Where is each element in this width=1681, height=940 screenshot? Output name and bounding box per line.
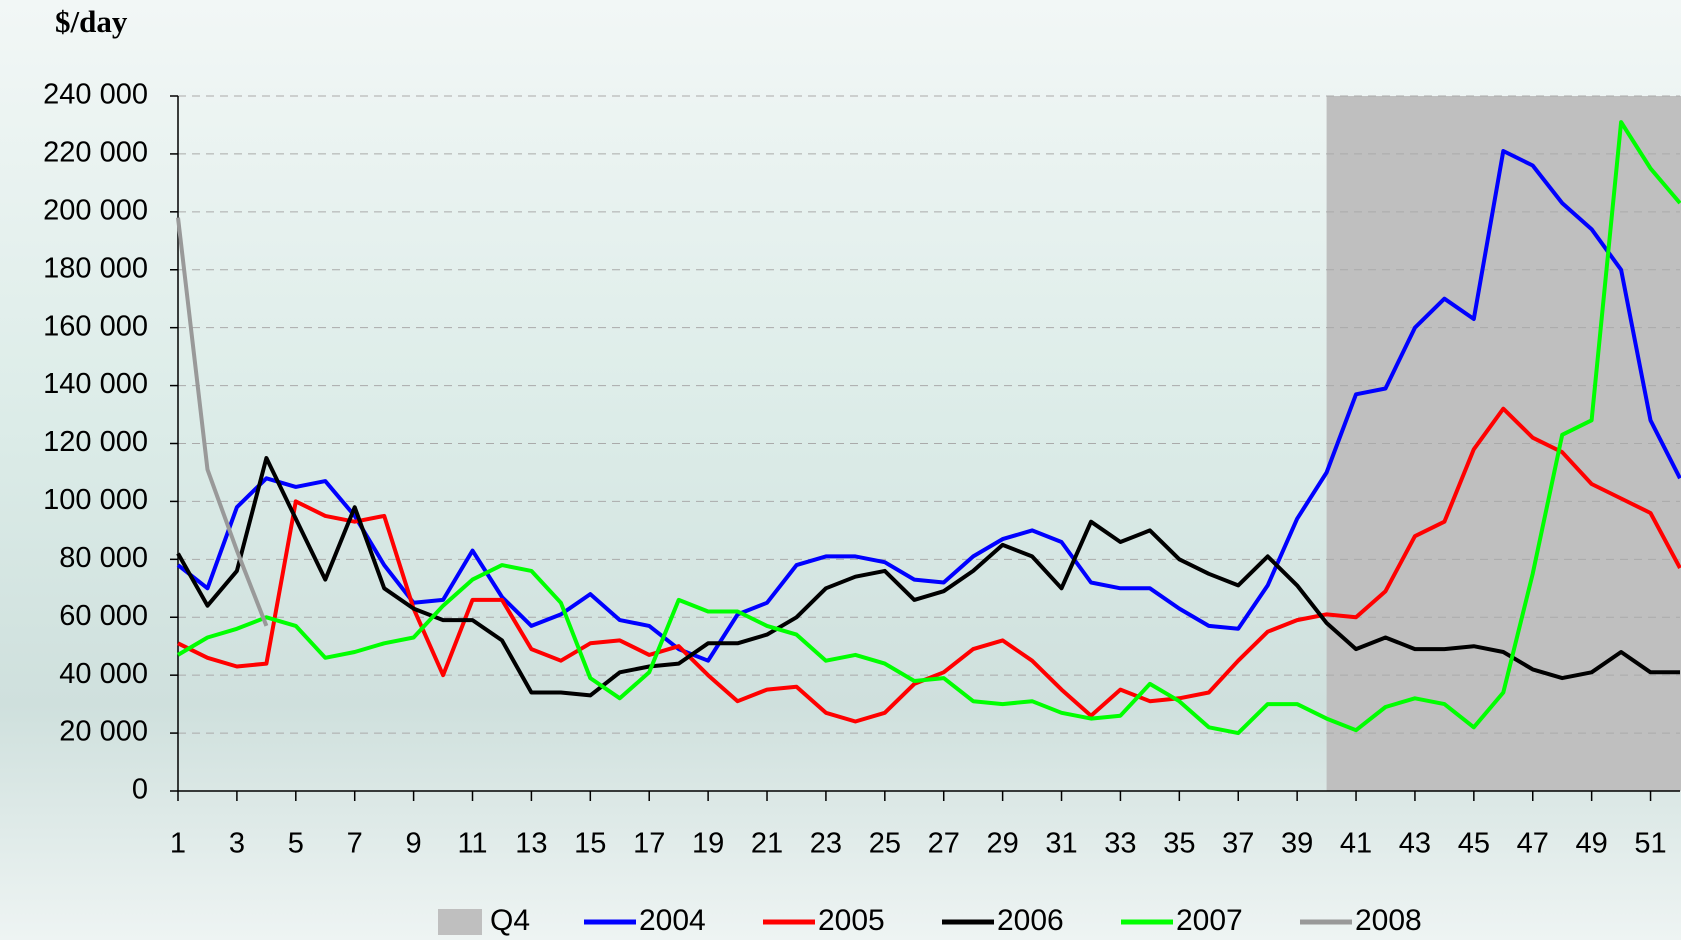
x-tick-label: 27 bbox=[928, 828, 960, 860]
legend-label: Q4 bbox=[490, 904, 530, 937]
y-tick-label: 140 000 bbox=[43, 368, 148, 400]
y-tick-label: 220 000 bbox=[43, 137, 148, 169]
x-tick-label: 47 bbox=[1517, 828, 1549, 860]
x-tick-label: 1 bbox=[170, 828, 186, 860]
x-tick-label: 21 bbox=[751, 828, 783, 860]
y-tick-label: 200 000 bbox=[43, 194, 148, 226]
x-tick-label: 13 bbox=[515, 828, 547, 860]
x-tick-label: 43 bbox=[1399, 828, 1431, 860]
x-tick-label: 5 bbox=[288, 828, 304, 860]
y-tick-label: 40 000 bbox=[59, 658, 148, 690]
x-tick-label: 25 bbox=[869, 828, 901, 860]
x-tick-label: 51 bbox=[1634, 828, 1666, 860]
y-tick-label: 180 000 bbox=[43, 252, 148, 284]
legend-label: 2005 bbox=[818, 904, 885, 937]
legend-label: 2006 bbox=[997, 904, 1064, 937]
series-line bbox=[176, 217, 269, 627]
series-line bbox=[176, 149, 1681, 663]
series-line bbox=[176, 120, 1681, 736]
y-tick-label: 100 000 bbox=[43, 484, 148, 516]
legend-label: 2008 bbox=[1355, 904, 1422, 937]
x-tick-label: 33 bbox=[1104, 828, 1136, 860]
legend-label: 2007 bbox=[1176, 904, 1243, 937]
x-tick-label: 9 bbox=[406, 828, 422, 860]
series-line bbox=[176, 456, 1680, 698]
x-tick-label: 3 bbox=[229, 828, 245, 860]
y-tick-label: 80 000 bbox=[59, 542, 148, 574]
y-tick-label: 0 bbox=[132, 774, 148, 806]
x-tick-label: 17 bbox=[633, 828, 665, 860]
x-tick-label: 23 bbox=[810, 828, 842, 860]
y-axis-label: $/day bbox=[55, 4, 128, 39]
legend-swatch bbox=[438, 909, 482, 935]
x-tick-label: 39 bbox=[1281, 828, 1313, 860]
y-tick-label: 20 000 bbox=[59, 716, 148, 748]
x-tick-label: 45 bbox=[1458, 828, 1490, 860]
x-tick-label: 31 bbox=[1045, 828, 1077, 860]
x-tick-label: 7 bbox=[347, 828, 363, 860]
x-tick-label: 29 bbox=[986, 828, 1018, 860]
x-tick-label: 15 bbox=[574, 828, 606, 860]
x-tick-label: 11 bbox=[457, 828, 487, 860]
y-tick-label: 120 000 bbox=[43, 426, 148, 458]
x-tick-label: 35 bbox=[1163, 828, 1195, 860]
y-tick-label: 60 000 bbox=[59, 600, 148, 632]
legend-label: 2004 bbox=[639, 904, 706, 937]
x-tick-label: 37 bbox=[1222, 828, 1254, 860]
y-tick-label: 160 000 bbox=[43, 310, 148, 342]
x-tick-label: 19 bbox=[692, 828, 724, 860]
x-tick-label: 41 bbox=[1340, 828, 1372, 860]
x-tick-label: 49 bbox=[1576, 828, 1608, 860]
y-tick-label: 240 000 bbox=[43, 79, 148, 111]
